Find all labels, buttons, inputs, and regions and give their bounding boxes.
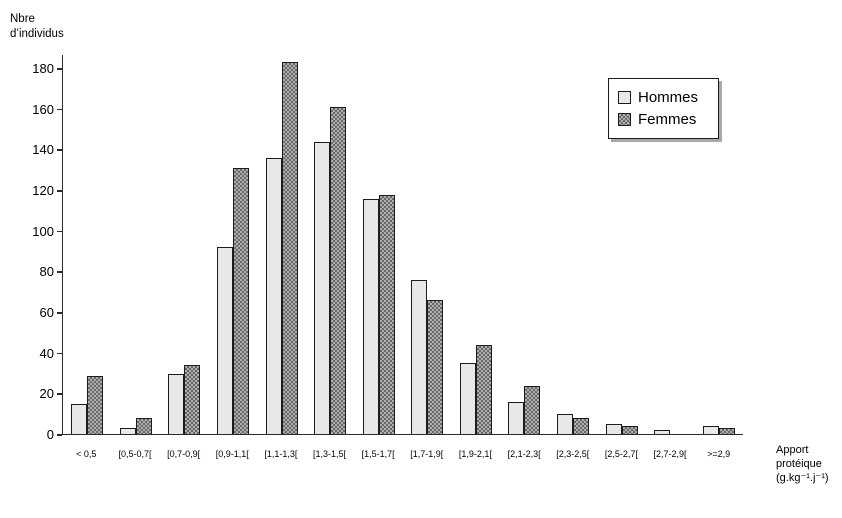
x-tick-label: [1,5-1,7[ [361,449,395,459]
y-tick-mark [57,271,62,273]
y-tick-label: 20 [39,386,54,402]
y-tick-label: 100 [32,223,54,239]
bar-femmes [87,375,104,434]
y-tick-label: 80 [39,264,54,280]
x-tick-label: [0,5-0,7[ [118,449,152,459]
bar-group [63,55,112,434]
y-tick-label: 60 [39,305,54,320]
bar-group [597,55,646,434]
bar-femmes [330,107,347,434]
y-tick-mark [57,190,62,192]
y-tick-mark [57,108,62,111]
bar-group [160,55,209,434]
x-tick-label: [1,9-2,1[ [458,449,492,459]
y-tick-mark [57,352,62,355]
plot-area [62,55,743,435]
x-tick-label: [2,1-2,3[ [507,449,541,459]
y-tick-label: 0 [46,427,54,442]
bar-hommes [168,373,185,434]
hommes-swatch-icon [618,91,631,104]
bar-hommes [508,402,525,434]
y-tick-mark [57,312,62,314]
legend-item-femmes: Femmes [618,111,718,128]
bar-group [403,55,452,434]
x-tick-label: [2,3-2,5[ [556,449,590,459]
bar-femmes [135,418,152,434]
bar-femmes [475,345,492,434]
legend-item-hommes: Hommes [618,89,718,106]
y-axis-title: Nbre d’individus [10,12,64,42]
y-tick-label: 140 [32,142,54,158]
bar-femmes [573,418,590,434]
bar-hommes [605,424,622,434]
bar-femmes [378,194,395,434]
bar-hommes [362,198,379,434]
x-axis-title: Apport protéique (g.kg⁻¹.j⁻¹) [776,444,829,485]
y-tick-mark [57,230,62,233]
bar-hommes [265,158,282,434]
x-axis-title-line3: (g.kg⁻¹.j⁻¹) [776,471,829,484]
y-tick-label: 120 [32,183,54,198]
y-tick-mark [57,68,62,70]
bar-femmes [184,365,201,434]
bars-container [63,55,743,434]
x-tick-label: [1,3-1,5[ [313,449,347,459]
bar-group [112,55,161,434]
y-tick-label: 160 [32,101,54,117]
bar-femmes [718,428,735,434]
x-tick-label: < 0,5 [76,449,97,459]
bar-femmes [427,300,444,434]
x-tick-label: >=2,9 [707,449,731,459]
bar-group [646,55,695,434]
y-axis-title-line1: Nbre [10,13,35,25]
bar-hommes [702,426,719,434]
bar-group [306,55,355,434]
bar-group [695,55,744,434]
bar-hommes [459,363,476,434]
bar-hommes [654,430,671,434]
x-tick-label: [1,7-1,9[ [410,449,444,459]
bar-hommes [71,404,88,434]
bar-hommes [119,428,136,434]
x-tick-label: [0,7-0,9[ [167,449,201,459]
femmes-swatch-icon [618,113,631,126]
y-tick-mark [57,149,62,151]
x-axis-title-line2: protéique [776,457,822,470]
y-tick-mark [57,434,62,436]
x-tick-label: [0,9-1,1[ [215,449,249,459]
bar-group [500,55,549,434]
x-tick-label: [2,7-2,9[ [653,449,687,459]
x-axis-labels: < 0,5 [0,5-0,7[ [0,7-0,9[ [0,9-1,1[ [1,1-1,3… [62,436,743,459]
bar-group [452,55,501,434]
bar-hommes [557,414,574,434]
y-tick-mark [57,393,62,395]
bar-group [354,55,403,434]
bar-femmes [524,385,541,434]
bar-hommes [411,280,428,434]
legend-label-hommes: Hommes [638,89,699,106]
bar-hommes [314,141,331,434]
bar-group [209,55,258,434]
y-tick-label: 40 [39,345,54,361]
y-tick-label: 180 [32,61,54,76]
legend: Hommes Femmes [608,78,719,139]
bar-hommes [217,247,234,434]
legend-label-femmes: Femmes [638,111,697,128]
bar-group [549,55,598,434]
x-tick-label: [1,1-1,3[ [264,449,298,459]
bar-group [257,55,306,434]
x-axis-title-line1: Apport [776,444,809,456]
bar-femmes [233,168,250,434]
bar-femmes [281,62,298,434]
bar-femmes [621,426,638,434]
y-axis-title-line2: d’individus [10,27,64,40]
x-tick-label: [2,5-2,7[ [604,449,638,459]
